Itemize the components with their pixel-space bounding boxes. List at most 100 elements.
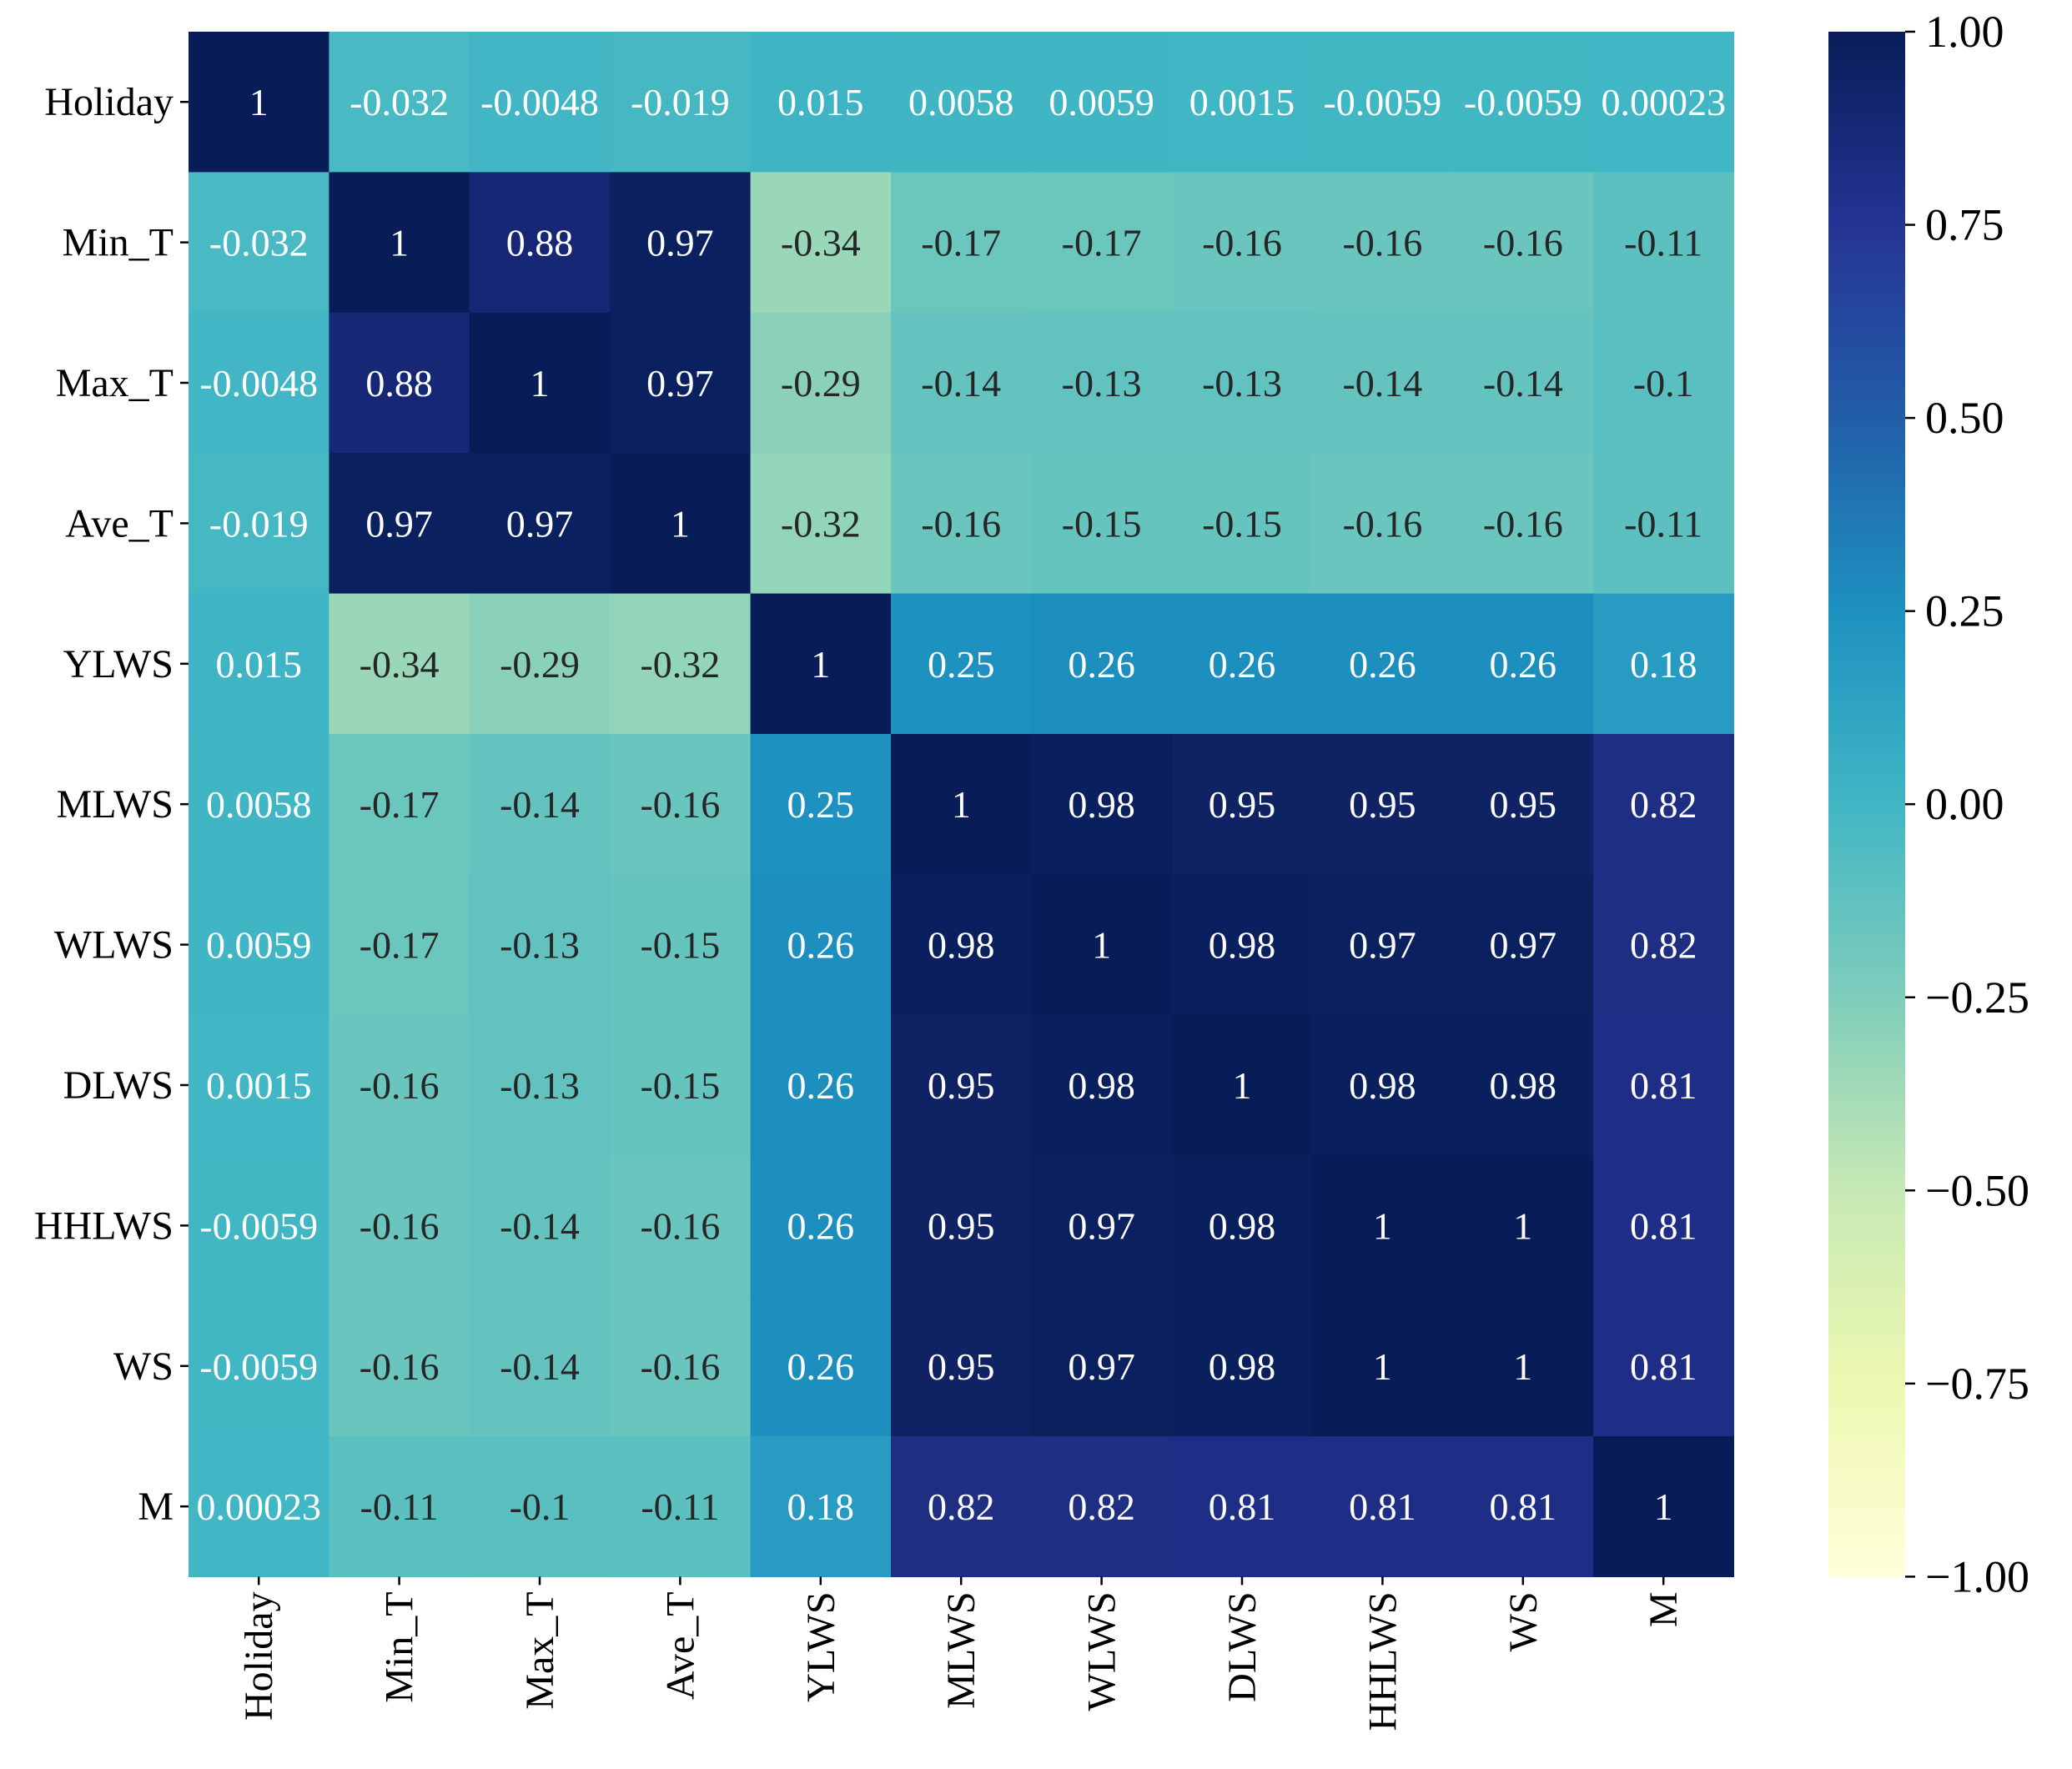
heatmap-cell — [329, 312, 470, 454]
heatmap-cell — [189, 32, 329, 173]
y-axis: Holiday Min_T Max_T Ave_T YLWS MLWS WLWS DLWS HH… — [34, 80, 189, 1529]
cell-value-label: -0.032 — [209, 222, 309, 264]
heatmap-cell — [610, 453, 752, 595]
cell-value-label: -0.0059 — [1464, 81, 1582, 123]
cell-value-label: 0.81 — [1630, 1204, 1697, 1247]
heatmap-cell — [329, 734, 470, 875]
heatmap-cell — [469, 172, 611, 314]
cell-value-label: 0.0059 — [1049, 81, 1154, 123]
cell-value-label: 0.0015 — [1189, 81, 1295, 123]
cell-value-label: 0.0015 — [206, 1064, 312, 1107]
cell-value-label: 0.82 — [1630, 924, 1697, 967]
heatmap-cell — [1312, 1436, 1454, 1577]
heatmap-cell — [750, 32, 892, 173]
cell-value-label: -0.13 — [1202, 362, 1282, 405]
cell-value-label: 0.97 — [506, 502, 574, 545]
cell-value-label: 0.81 — [1209, 1485, 1276, 1528]
cell-value-label: -0.13 — [500, 1064, 580, 1107]
heatmap-cell — [329, 172, 470, 314]
cell-value-label: 0.0058 — [908, 81, 1014, 123]
cell-value-label: -0.17 — [921, 222, 1001, 264]
cell-value-label: 1 — [952, 783, 971, 826]
heatmap-cell — [1593, 734, 1734, 875]
heatmap-cell — [610, 734, 752, 875]
cell-value-label: -0.16 — [360, 1345, 440, 1388]
cell-value-label: -0.15 — [640, 924, 720, 967]
heatmap-cell — [1452, 734, 1594, 875]
cell-value-label: 0.97 — [1490, 924, 1557, 967]
heatmap-cell — [1593, 1155, 1734, 1297]
y-tick-label: YLWS — [63, 642, 174, 686]
cell-value-label: 1 — [531, 362, 550, 405]
heatmap-cell — [1171, 734, 1313, 875]
heatmap-cell — [891, 172, 1032, 314]
heatmap-cell — [1312, 32, 1454, 173]
heatmap-cell — [1171, 172, 1313, 314]
heatmap-cell — [750, 312, 892, 454]
cell-value-label: -0.16 — [640, 1345, 720, 1388]
heatmap-cell — [891, 1155, 1032, 1297]
heatmap-cell — [329, 1014, 470, 1156]
x-tick-label: Min_T — [378, 1591, 422, 1702]
colorbar-tick-label: 1.00 — [1925, 7, 2004, 57]
cell-value-label: -0.16 — [1342, 502, 1422, 545]
cell-value-label: -0.16 — [1202, 222, 1282, 264]
cell-value-label: 1 — [671, 502, 690, 545]
cell-value-label: 0.26 — [1490, 643, 1557, 686]
cell-value-label: -0.16 — [1483, 502, 1563, 545]
cell-value-label: 0.95 — [928, 1064, 995, 1107]
cell-value-label: 0.98 — [928, 924, 995, 967]
cell-value-label: 0.26 — [787, 1204, 855, 1247]
cell-value-label: 1 — [1373, 1204, 1392, 1247]
cell-value-label: -0.17 — [360, 783, 440, 826]
heatmap-cell — [1312, 1295, 1454, 1437]
heatmap-cell — [750, 593, 892, 735]
cell-value-label: 0.81 — [1630, 1064, 1697, 1107]
heatmap-cell — [610, 1014, 752, 1156]
cell-value-label: 0.81 — [1630, 1345, 1697, 1388]
cell-value-label: 0.00023 — [1601, 81, 1726, 123]
heatmap-cell — [610, 1436, 752, 1577]
cell-value-label: 0.00023 — [196, 1485, 321, 1528]
heatmap-cell — [891, 32, 1032, 173]
heatmap-cell — [1031, 734, 1173, 875]
heatmap-cell — [610, 32, 752, 173]
cell-value-label: 0.18 — [787, 1485, 855, 1528]
cell-value-label: 0.97 — [1349, 924, 1416, 967]
heatmap-cell — [1312, 1014, 1454, 1156]
cell-value-label: -0.16 — [1483, 222, 1563, 264]
cell-value-label: -0.032 — [350, 81, 449, 123]
cell-value-label: -0.29 — [500, 643, 580, 686]
cell-value-label: 0.95 — [928, 1345, 995, 1388]
cell-value-label: -0.17 — [1062, 222, 1142, 264]
x-tick-label: Ave_T — [658, 1591, 702, 1700]
cell-annotations: 1 -0.032 -0.0048 -0.019 0.015 0.0058 0.0059 0.0… — [196, 81, 1726, 1528]
heatmap-cells — [189, 32, 1734, 1577]
cell-value-label: 0.26 — [787, 1345, 855, 1388]
cell-value-label: 0.97 — [646, 362, 714, 405]
cell-value-label: 0.98 — [1068, 783, 1135, 826]
heatmap-cell — [329, 593, 470, 735]
heatmap-cell — [750, 1155, 892, 1297]
heatmap-cell — [469, 1436, 611, 1577]
y-tick-label: Max_T — [56, 361, 174, 405]
cell-value-label: -0.14 — [500, 1345, 580, 1388]
heatmap-cell — [469, 593, 611, 735]
heatmap-cell — [1171, 1014, 1313, 1156]
cell-value-label: -0.019 — [209, 502, 309, 545]
cell-value-label: 1 — [1654, 1485, 1673, 1528]
x-tick-label: MLWS — [939, 1591, 983, 1708]
cell-value-label: 0.0058 — [206, 783, 312, 826]
cell-value-label: -0.0059 — [1323, 81, 1441, 123]
cell-value-label: -0.019 — [631, 81, 730, 123]
colorbar: 1.00 0.75 0.50 0.25 0.00 −0.25 −0.50 −0.75 −1.00 — [1828, 7, 2029, 1601]
heatmap-cell — [469, 453, 611, 595]
heatmap-cell — [750, 1436, 892, 1577]
heatmap-cell — [750, 734, 892, 875]
cell-value-label: 0.26 — [1209, 643, 1276, 686]
y-tick-label: Min_T — [63, 221, 174, 265]
cell-value-label: 0.0059 — [206, 924, 312, 967]
heatmap-cell — [1171, 874, 1313, 1016]
heatmap-cell — [469, 734, 611, 875]
y-tick-label: DLWS — [63, 1063, 174, 1108]
